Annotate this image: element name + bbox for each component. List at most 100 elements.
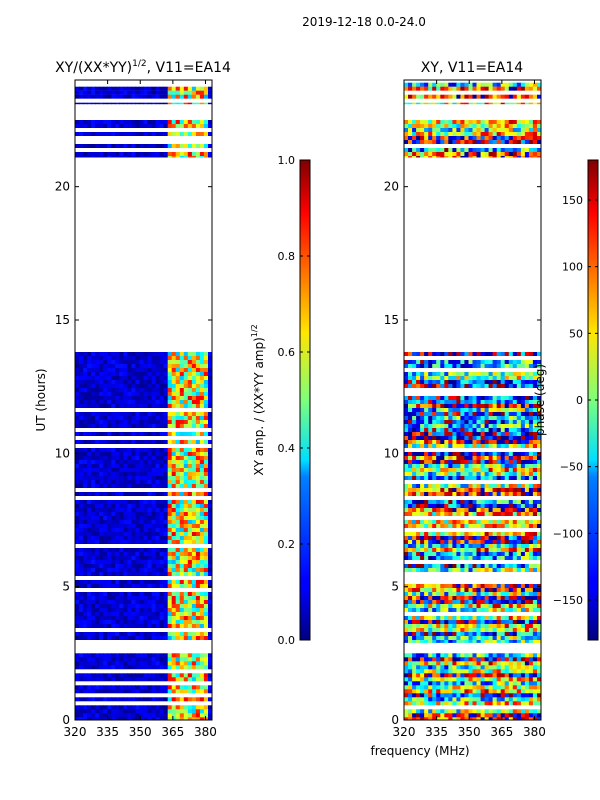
heatmap-row	[404, 717, 541, 720]
heatmap-row	[75, 665, 212, 670]
heatmap-row	[404, 669, 541, 674]
heatmap-row	[404, 600, 541, 605]
gap-row	[75, 544, 212, 546]
heatmap-row	[404, 456, 541, 461]
heatmap-row	[75, 460, 212, 465]
heatmap-row	[75, 404, 212, 409]
y-tick-label: 10	[55, 446, 70, 460]
heatmap-row	[404, 540, 541, 545]
heatmap-row	[404, 632, 541, 637]
heatmap-row	[75, 156, 212, 158]
colorbar-tick-label: −150	[553, 594, 583, 607]
x-tick-label: 380	[523, 725, 546, 739]
y-tick-label: 5	[62, 580, 70, 594]
colorbar-tick-label: 0.4	[278, 442, 296, 455]
heatmap-row	[404, 360, 541, 365]
heatmap-row	[75, 697, 212, 702]
heatmap-row	[75, 476, 212, 481]
gap-row	[404, 612, 541, 614]
colorbar-tick-label: 100	[562, 261, 583, 274]
heatmap-row	[404, 661, 541, 666]
heatmap-row	[75, 689, 212, 694]
x-tick-label: 380	[194, 725, 217, 739]
left-title: XY/(XX*YY)1/2, V11=EA14	[55, 59, 231, 76]
y-tick-label: 0	[62, 713, 70, 727]
gap-row	[75, 628, 212, 630]
heatmap-row	[75, 548, 212, 553]
heatmap-row	[404, 544, 541, 549]
heatmap-row	[75, 592, 212, 597]
heatmap-row	[404, 436, 541, 441]
gap-row	[75, 428, 212, 430]
heatmap-row	[404, 552, 541, 557]
heatmap-row	[75, 624, 212, 629]
heatmap-row	[404, 82, 541, 87]
gap-row	[75, 98, 212, 101]
left-colorbar: 0.0 0.2 0.4 0.6 0.8 1.0 XY amp. / (XX*YY amp)…	[250, 154, 311, 647]
gap-row	[404, 496, 541, 498]
heatmap-row	[404, 148, 541, 153]
x-tick-label: 350	[129, 725, 152, 739]
gap-row	[75, 496, 212, 498]
gap-row	[75, 669, 212, 672]
heatmap-row	[404, 400, 541, 405]
heatmap-row	[75, 376, 212, 381]
heatmap-row	[404, 412, 541, 417]
heatmap-row	[75, 420, 212, 425]
colorbar-tick-label: 0.6	[278, 346, 296, 359]
heatmap-row	[404, 432, 541, 437]
heatmap-row	[75, 568, 212, 573]
y-tick-label: 15	[55, 313, 70, 327]
heatmap-row	[75, 452, 212, 457]
heatmap-row	[75, 412, 212, 417]
y-tick-label: 0	[391, 713, 399, 727]
heatmap-row	[404, 673, 541, 678]
colorbar-tick-label: 1.0	[278, 154, 296, 167]
heatmap-row	[404, 476, 541, 481]
heatmap-row	[404, 408, 541, 413]
gap-row	[404, 356, 541, 358]
left-axes-frame	[74, 79, 213, 721]
y-tick-label: 5	[391, 580, 399, 594]
heatmap-row	[404, 685, 541, 690]
heatmap-row	[404, 94, 541, 99]
heatmap-row	[75, 536, 212, 541]
heatmap-row	[75, 480, 212, 485]
heatmap-row	[404, 364, 541, 369]
heatmap-row	[404, 428, 541, 433]
right-heatmap	[404, 82, 541, 720]
heatmap-row	[75, 388, 212, 393]
gap-row	[404, 705, 541, 708]
heatmap-row	[404, 681, 541, 686]
heatmap-row	[404, 416, 541, 421]
heatmap-row	[75, 352, 212, 357]
heatmap-row	[404, 120, 541, 125]
gap-row	[404, 448, 541, 450]
heatmap-row	[404, 592, 541, 597]
heatmap-row	[75, 572, 212, 577]
heatmap-row	[404, 380, 541, 385]
right-panel: XY, V11=EA14 320 335 350 365 380 0 5 10 15 20	[384, 60, 546, 739]
gap-row	[75, 693, 212, 696]
right-colorbar-ticks: −150 −100 −50 0 50 100 150	[553, 194, 598, 607]
gap-row	[404, 528, 541, 530]
heatmap-row	[404, 128, 541, 133]
heatmap-row	[75, 532, 212, 537]
heatmap-row	[404, 472, 541, 477]
heatmap-row	[75, 424, 212, 429]
heatmap-row	[404, 508, 541, 513]
heatmap-row	[404, 701, 541, 706]
x-tick-label: 365	[490, 725, 513, 739]
heatmap-row	[75, 468, 212, 473]
x-tick-label: 350	[458, 725, 481, 739]
heatmap-row	[75, 560, 212, 565]
heatmap-row	[75, 600, 212, 605]
x-tick-label: 320	[393, 725, 416, 739]
heatmap-row	[75, 612, 212, 617]
heatmap-row	[75, 616, 212, 621]
heatmap-row	[75, 564, 212, 569]
heatmap-row	[75, 604, 212, 609]
colorbar-tick-label: 0.8	[278, 250, 296, 263]
heatmap-row	[404, 420, 541, 425]
heatmap-row	[404, 520, 541, 525]
